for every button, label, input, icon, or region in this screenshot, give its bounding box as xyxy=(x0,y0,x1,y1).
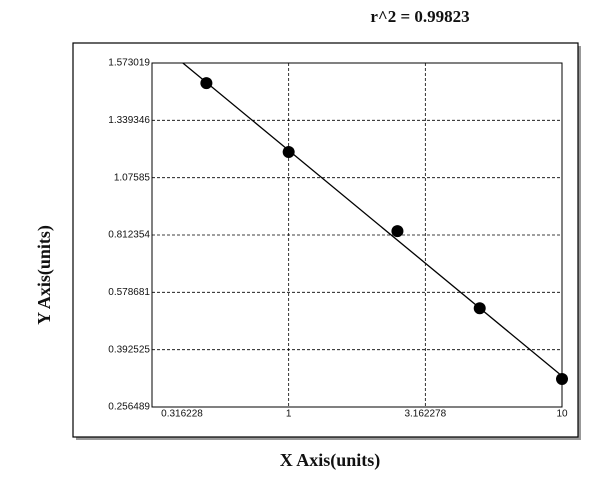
y-tick-label: 1.07585 xyxy=(114,172,151,183)
y-tick-label: 1.339346 xyxy=(108,115,150,126)
data-point xyxy=(200,77,213,90)
chart-title: r^2 = 0.99823 xyxy=(370,7,469,26)
data-point xyxy=(391,225,404,238)
x-tick-label: 10 xyxy=(556,409,568,420)
y-axis-label: Y Axis(units) xyxy=(34,225,55,325)
fit-line xyxy=(182,62,563,377)
x-axis-label: X Axis(units) xyxy=(280,450,381,471)
y-tick-label: 0.392525 xyxy=(108,344,150,355)
x-tick-label: 1 xyxy=(286,409,292,420)
x-tick-label: 3.162278 xyxy=(404,409,446,420)
frame xyxy=(72,42,579,438)
x-tick-label: 0.316228 xyxy=(161,409,203,420)
data-point xyxy=(556,372,568,385)
y-tick-label: 1.573019 xyxy=(108,58,150,69)
y-tick-label: 0.256489 xyxy=(108,402,150,413)
data-point xyxy=(282,145,295,158)
y-tick-label: 0.812354 xyxy=(108,230,150,241)
y-tick-label: 0.578681 xyxy=(108,287,150,298)
data-point xyxy=(473,302,486,315)
